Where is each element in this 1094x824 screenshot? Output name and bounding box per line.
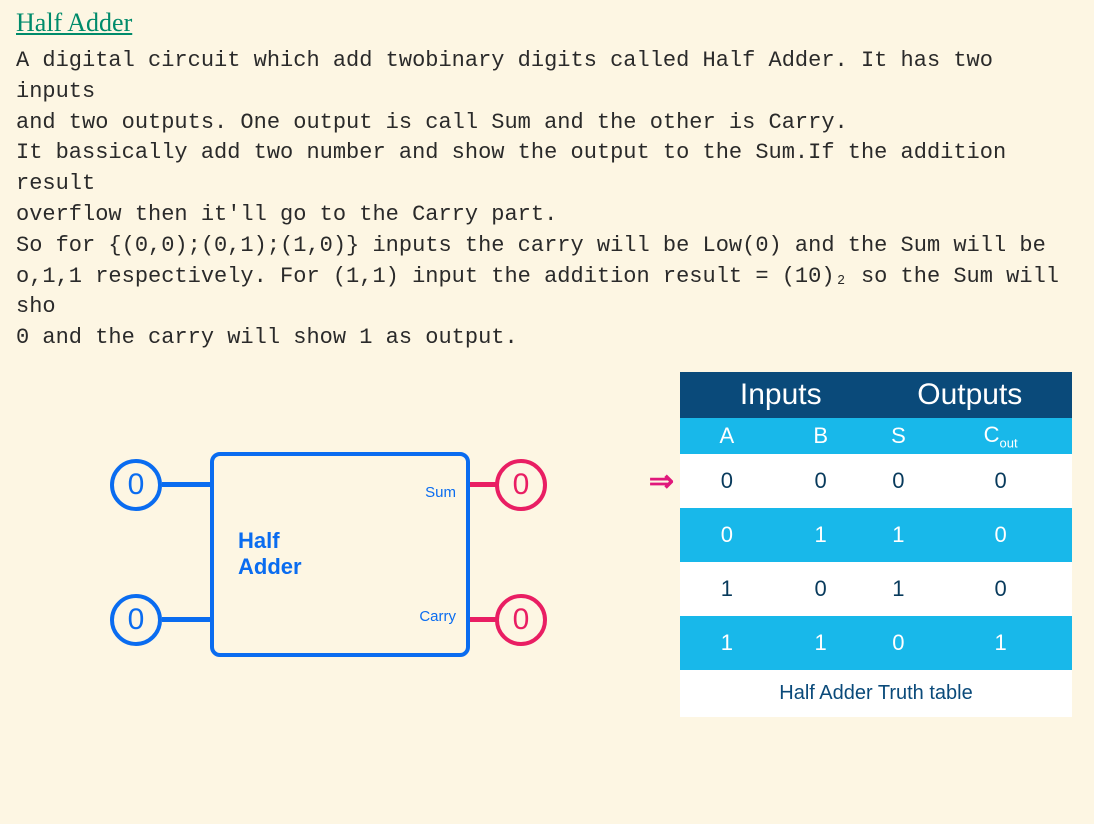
content-area: Half Adder Sum Carry 0 0 0 0 ⇒ Inputs Ou… xyxy=(0,364,1094,824)
block-label: Half Adder xyxy=(238,528,302,581)
cell-b: 0 xyxy=(774,562,868,616)
col-cout: Cout xyxy=(929,418,1072,454)
header-inputs: Inputs xyxy=(680,372,868,418)
port-label-carry: Carry xyxy=(419,608,456,625)
wire-input-a xyxy=(162,482,212,487)
output-node-sum: 0 xyxy=(495,459,547,511)
block-label-line1: Half xyxy=(238,528,280,553)
wire-input-b xyxy=(162,617,212,622)
truth-table: Inputs Outputs A B S Cout 0 0 0 0 0 1 1 … xyxy=(680,372,1072,670)
cell-s: 1 xyxy=(868,562,930,616)
col-a: A xyxy=(680,418,774,454)
truth-table-container: Inputs Outputs A B S Cout 0 0 0 0 0 1 1 … xyxy=(680,372,1072,717)
table-caption: Half Adder Truth table xyxy=(680,670,1072,717)
header-outputs: Outputs xyxy=(868,372,1072,418)
half-adder-diagram: Half Adder Sum Carry 0 0 0 0 xyxy=(100,434,600,734)
cell-a: 0 xyxy=(680,508,774,562)
cell-a: 1 xyxy=(680,616,774,670)
table-row: 0 1 1 0 xyxy=(680,508,1072,562)
cell-b: 1 xyxy=(774,508,868,562)
cout-base: C xyxy=(984,422,1000,447)
cell-cout: 1 xyxy=(929,616,1072,670)
cell-s: 0 xyxy=(868,454,930,508)
cell-b: 0 xyxy=(774,454,868,508)
cell-cout: 0 xyxy=(929,562,1072,616)
wire-output-carry xyxy=(470,617,496,622)
table-header-columns: A B S Cout xyxy=(680,418,1072,454)
cell-cout: 0 xyxy=(929,454,1072,508)
wire-output-sum xyxy=(470,482,496,487)
input-node-a: 0 xyxy=(110,459,162,511)
input-node-b: 0 xyxy=(110,594,162,646)
page-title: Half Adder xyxy=(0,0,1094,42)
adder-block: Half Adder Sum Carry xyxy=(210,452,470,657)
cell-a: 1 xyxy=(680,562,774,616)
cell-b: 1 xyxy=(774,616,868,670)
port-label-sum: Sum xyxy=(425,484,456,501)
cell-a: 0 xyxy=(680,454,774,508)
col-b: B xyxy=(774,418,868,454)
cell-cout: 0 xyxy=(929,508,1072,562)
table-header-groups: Inputs Outputs xyxy=(680,372,1072,418)
cell-s: 1 xyxy=(868,508,930,562)
table-row: 0 0 0 0 xyxy=(680,454,1072,508)
description-text: A digital circuit which add twobinary di… xyxy=(0,42,1094,364)
block-label-line2: Adder xyxy=(238,554,302,579)
col-s: S xyxy=(868,418,930,454)
table-row: 1 0 1 0 xyxy=(680,562,1072,616)
output-node-carry: 0 xyxy=(495,594,547,646)
cout-sub: out xyxy=(1000,435,1018,450)
table-row: 1 1 0 1 xyxy=(680,616,1072,670)
active-row-arrow-icon: ⇒ xyxy=(649,464,674,499)
cell-s: 0 xyxy=(868,616,930,670)
